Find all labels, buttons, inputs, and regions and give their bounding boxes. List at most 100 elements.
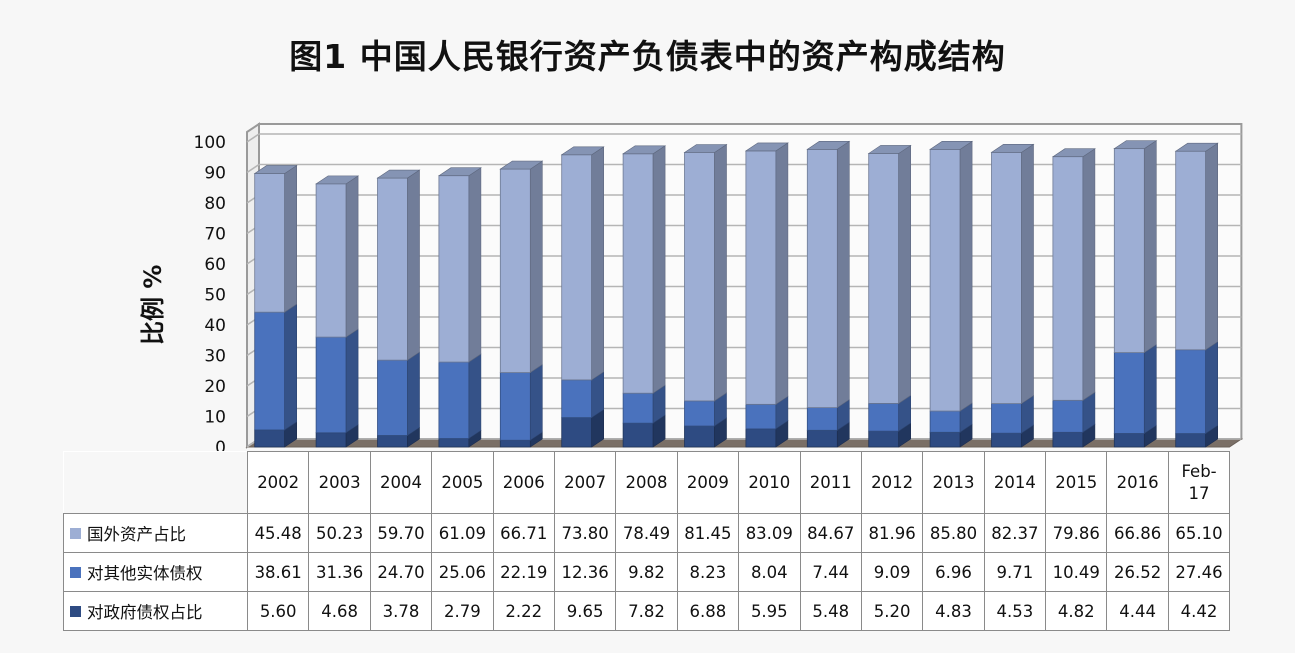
category-label: 2015 [1045,451,1108,514]
y-tick-label: 60 [204,255,226,275]
bar-segment [438,353,482,440]
data-cell: 6.88 [676,591,740,631]
y-tick-label: 70 [204,225,226,245]
bar-top [1113,140,1158,149]
bar-front [991,151,1022,404]
legend-swatch [70,528,81,539]
data-cell: 8.04 [738,552,801,592]
bar-side [652,145,666,394]
bar-top [376,169,421,179]
data-cell: 4.44 [1106,591,1169,631]
data-cell: 82.37 [983,513,1047,553]
bar-side [407,169,420,361]
bar-front [1113,148,1145,353]
bar-front [1113,352,1145,434]
bar-side [345,328,359,434]
bar-top [1174,142,1219,152]
y-tick-label: 40 [204,316,226,336]
bar-top [806,141,851,150]
bar-side [468,167,482,363]
bar-front [684,425,715,448]
bar-segment [929,140,974,412]
bar-segment [315,175,360,338]
bar-side [1144,140,1157,354]
bar-group [253,140,1219,448]
y-tick-labels: 0 10 20 30 40 50 60 70 80 90 100 [194,133,226,458]
bar-front [622,392,654,424]
bar-segment [499,160,544,374]
category-label: 2003 [308,451,371,514]
data-cell: 59.70 [369,513,433,553]
bar-front [929,431,961,448]
bar-front [868,153,900,404]
bar-front [1175,150,1207,351]
category-label: 2008 [615,451,678,514]
data-table: 2002 2003 2004 2005 2006 2007 2008 2009 2010 2011… [63,451,1231,631]
bar-top [560,146,605,156]
bar-front [561,154,593,381]
bar-front [1052,399,1084,433]
category-label: 2006 [492,451,555,514]
bar-segment [929,402,973,433]
category-label: 2004 [369,451,433,514]
data-cell: 9.71 [983,552,1047,592]
y-tick-label: 50 [204,286,226,306]
bar-segment [1052,423,1096,448]
bar-side [1144,344,1157,435]
bar-segment [744,142,789,405]
chart-title: 图1 中国人民银行资产负债表中的资产构成结构 [289,37,1006,76]
bar-segment [315,424,359,448]
data-cell: 22.19 [492,552,555,592]
bar-front [254,311,286,431]
bar-segment [1174,142,1219,351]
bar-front [868,403,900,432]
bar-front [499,439,531,448]
data-cell: 31.36 [308,552,371,592]
bar-segment [683,143,728,402]
bar-segment [315,328,359,434]
data-cell: 7.82 [615,591,678,631]
bar-segment [561,409,605,448]
bar-front [991,403,1022,434]
data-cell: 84.67 [799,513,862,553]
bar-front [684,400,715,427]
data-cell: 9.82 [615,552,678,592]
bar-segment [254,421,298,448]
bar-front [929,410,961,433]
data-cell: 4.83 [922,591,985,631]
bar-front [315,336,347,434]
bar-side [407,351,420,437]
data-cell: 61.09 [431,513,494,553]
bar-front [377,435,408,448]
category-label: 2007 [553,451,617,514]
bar-side [959,140,973,412]
bar-front [438,438,470,448]
data-cell: 85.80 [922,513,985,553]
data-cell: 5.60 [246,591,310,631]
legend-label: 对政府债权占比 [87,603,203,622]
bar-segment [622,145,667,394]
data-cell: 50.23 [308,513,371,553]
bar-top [744,142,789,152]
bar-segment [254,303,298,431]
category-label: 2012 [860,451,924,514]
bar-front [254,429,286,448]
data-cell: 25.06 [431,552,494,592]
y-tick-label: 10 [204,408,226,428]
data-cell: 38.61 [246,552,310,592]
bar-segment [991,395,1034,434]
bar-front [622,153,654,394]
bar-side [836,140,850,409]
data-cell: 5.95 [738,591,801,631]
bar-front [377,359,408,436]
category-label: 2002 [246,451,310,514]
bar-segment [1113,140,1158,354]
bar-side [284,164,298,313]
bar-front [561,417,593,448]
table-row: 对其他实体债权 38.61 31.36 24.70 25.06 22.19 12.36 9.8… [63,552,1231,592]
y-tick-label: 20 [204,377,226,397]
bar-front [806,407,838,431]
category-label: 2009 [676,451,740,514]
bar-front [499,372,531,441]
category-label: Feb- 17 [1167,451,1231,514]
